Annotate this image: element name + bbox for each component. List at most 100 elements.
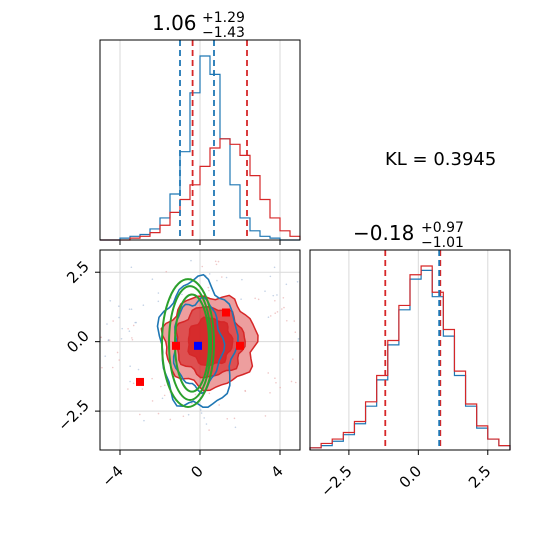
contour-scatter-point [267,372,270,374]
contour-scatter-point [86,317,88,319]
contour-scatter-point [130,308,133,311]
contour-scatter-point [118,316,120,319]
contour-scatter-point [208,289,210,292]
contour-scatter-point [117,305,120,308]
right-histogram-frame [309,249,511,451]
green-ellipse-2 [168,285,212,401]
contour-scatter-point [294,381,297,384]
contour-scatter-point [328,344,330,346]
contour-scatter-point [91,378,93,380]
contour-scatter-point [275,381,277,384]
contour-scatter-point [208,429,210,431]
right-xtick-label: 2.5 [465,462,495,492]
contour-scatter-point [234,426,237,429]
contour-scatter-point [107,339,110,342]
contour-plot-area [80,250,332,450]
contour-scatter-point [285,319,288,322]
contour-scatter-point [80,318,82,320]
red-marker [136,377,144,386]
contour-scatter-point [182,415,185,418]
contour-scatter-point [267,316,270,318]
contour-scatter-point [151,278,154,281]
contour-scatter-point [330,358,332,360]
contour-scatter-point [132,324,135,327]
contour-xtick-label: 4 [267,462,286,481]
right-xtick-label: 0.0 [396,462,426,492]
contour-frame [99,249,301,451]
contour-scatter-point [208,273,211,275]
top-title: 1.06 +1.29 −1.43 [152,10,245,41]
contour-scatter-point [169,418,172,421]
contour-scatter-point [108,339,111,341]
contour-ytick-label: 2.5 [63,257,93,287]
contour-scatter-point [304,359,306,361]
contour-scatter-point [254,297,256,300]
contour-scatter-point [297,338,300,340]
contour-scatter-point [132,382,135,385]
right-title: −0.18 +0.97 −1.01 [353,220,464,251]
red-marker [236,341,244,350]
contour-scatter-point [318,369,320,371]
contour-scatter-point [303,399,305,401]
contour-scatter-point [100,336,103,339]
right-title-main: −0.18 [353,221,414,245]
contour-scatter-point [315,300,317,302]
contour-scatter-point [138,413,141,416]
contour-scatter-point [96,298,98,300]
top-title-sup: +1.29 [202,10,245,26]
contour-scatter-point [131,337,133,339]
contour-scatter-point [274,299,276,302]
contour-scatter-point [163,394,166,397]
contour-scatter-point [116,351,119,354]
contour-scatter-point [85,320,87,322]
contour-ytick-label: 0.0 [63,327,93,357]
contour-ytick-label: −2.5 [54,396,92,434]
contour-scatter-point [194,393,197,396]
contour-scatter-point [104,355,107,357]
contour-xtick-label: −4 [98,462,126,490]
contour-scatter-point [264,415,267,417]
contour-scatter-point [218,404,220,406]
contour-scatter-point [135,321,137,324]
contour-scatter-point [233,417,236,420]
contour-scatter-point [160,385,162,388]
contour-scatter-point [327,313,329,315]
contour-scatter-point [205,423,208,425]
contour-xtick-label: 0 [187,462,206,481]
red-marker [172,341,180,350]
contour-scatter-point [273,266,276,269]
contour-scatter-point [274,377,276,379]
contour-scatter-point [240,298,242,300]
contour-scatter-point [127,388,129,390]
contour-scatter-point [314,339,316,341]
contour-scatter-point [157,412,160,415]
contour-scatter-point [118,359,120,361]
contour-scatter-point [142,304,145,307]
contour-scatter-point [181,293,183,296]
contour-scatter-point [303,347,305,349]
contour-scatter-point [112,320,114,322]
contour-scatter-point [272,294,275,297]
contour-scatter-point [151,400,154,402]
contour-scatter-point [294,331,297,334]
contour-scatter-point [130,266,133,269]
contour-scatter-point [191,402,193,405]
contour-scatter-point [241,278,243,281]
contour-scatter-point [323,332,325,334]
contour-scatter-point [207,286,210,289]
top-histogram-panel [99,39,301,245]
contour-scatter-point [161,397,164,400]
contour-scatter-point [283,306,285,309]
contour-scatter-point [151,377,153,380]
top-histogram-series-2 [100,138,301,241]
contour-scatter-point [101,366,103,369]
contour-scatter-point [214,260,217,263]
contour-scatter-point [269,392,271,394]
contour-scatter-point [128,308,131,310]
contour-scatter-point [200,412,203,414]
contour-scatter-point [276,294,278,296]
red-marker [222,308,230,317]
contour-scatter-point [208,392,211,395]
contour-scatter-point [143,419,145,422]
contour-scatter-point [201,265,204,268]
